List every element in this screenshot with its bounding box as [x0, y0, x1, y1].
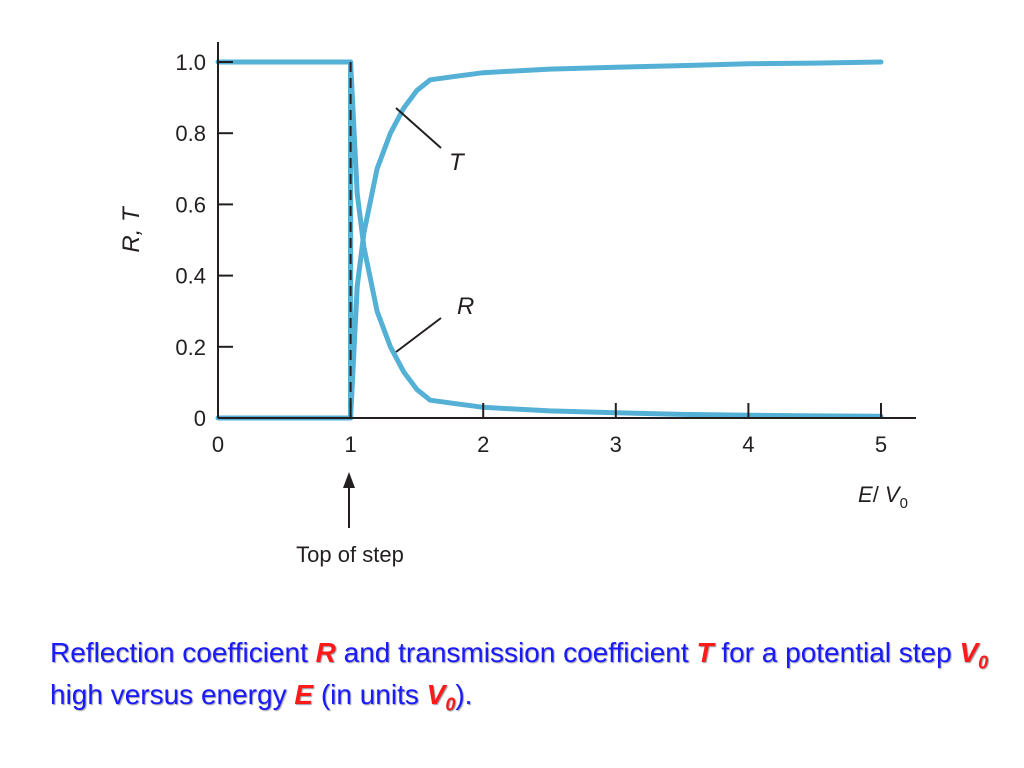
y-axis-label: R, T: [118, 205, 145, 253]
caption-e: E: [294, 679, 314, 710]
x-tick-label: 0: [212, 432, 224, 457]
caption-v0-first: V0: [959, 637, 988, 672]
caption-text-5: (in units: [313, 679, 427, 710]
caption-text-6: ).: [455, 679, 473, 710]
series-line-t: [215, 59, 884, 421]
x-label-potential: V: [885, 482, 902, 507]
x-tick-label: 5: [875, 432, 887, 457]
caption-text-3: for a potential step: [713, 637, 960, 668]
t-leader-line: [395, 107, 442, 149]
y-ticks-group: 0 0.2 0.4 0.6 0.8 1.0: [175, 50, 233, 431]
caption-v-second: V: [426, 679, 446, 710]
step-annotation: Top of step: [296, 542, 404, 567]
x-tick-label: 3: [610, 432, 622, 457]
series-line-r: [215, 59, 884, 421]
y-tick-label: 1.0: [175, 50, 206, 75]
x-label-subscript: 0: [900, 495, 908, 512]
x-tick-label: 1: [344, 432, 356, 457]
caption-v0-second: V0: [426, 679, 456, 714]
caption-text-1: Reflection coefficient: [50, 637, 316, 668]
caption-r: R: [315, 637, 336, 668]
r-annotation: R: [457, 293, 474, 320]
x-ticks-group: 0 1 2 3 4 5: [212, 403, 887, 457]
caption-t: T: [696, 637, 714, 668]
x-tick-label: 2: [477, 432, 489, 457]
caption-v-sub-first: 0: [978, 652, 989, 673]
y-tick-label: 0.4: [175, 264, 206, 289]
x-axis-label: E/ V0: [858, 482, 908, 512]
y-tick-label: 0.8: [175, 121, 206, 146]
r-leader-line: [395, 317, 442, 353]
caption-v-sub-second: 0: [445, 694, 456, 715]
y-tick-label: 0.6: [175, 192, 206, 217]
x-label-energy: E: [858, 482, 873, 507]
caption-text-2: and transmission coefficient: [335, 637, 697, 668]
t-annotation: T: [449, 149, 466, 176]
x-tick-label: 4: [742, 432, 754, 457]
caption-text-4: high versus energy: [50, 679, 295, 710]
step-arrow-head: [343, 472, 355, 488]
y-tick-label: 0: [194, 406, 206, 431]
x-label-slash: /: [873, 482, 885, 507]
y-tick-label: 0.2: [175, 335, 206, 360]
caption-v-first: V: [959, 637, 979, 668]
curves-group: [215, 59, 884, 421]
figure-caption: Reflection coefficient R and transmissio…: [50, 632, 990, 716]
